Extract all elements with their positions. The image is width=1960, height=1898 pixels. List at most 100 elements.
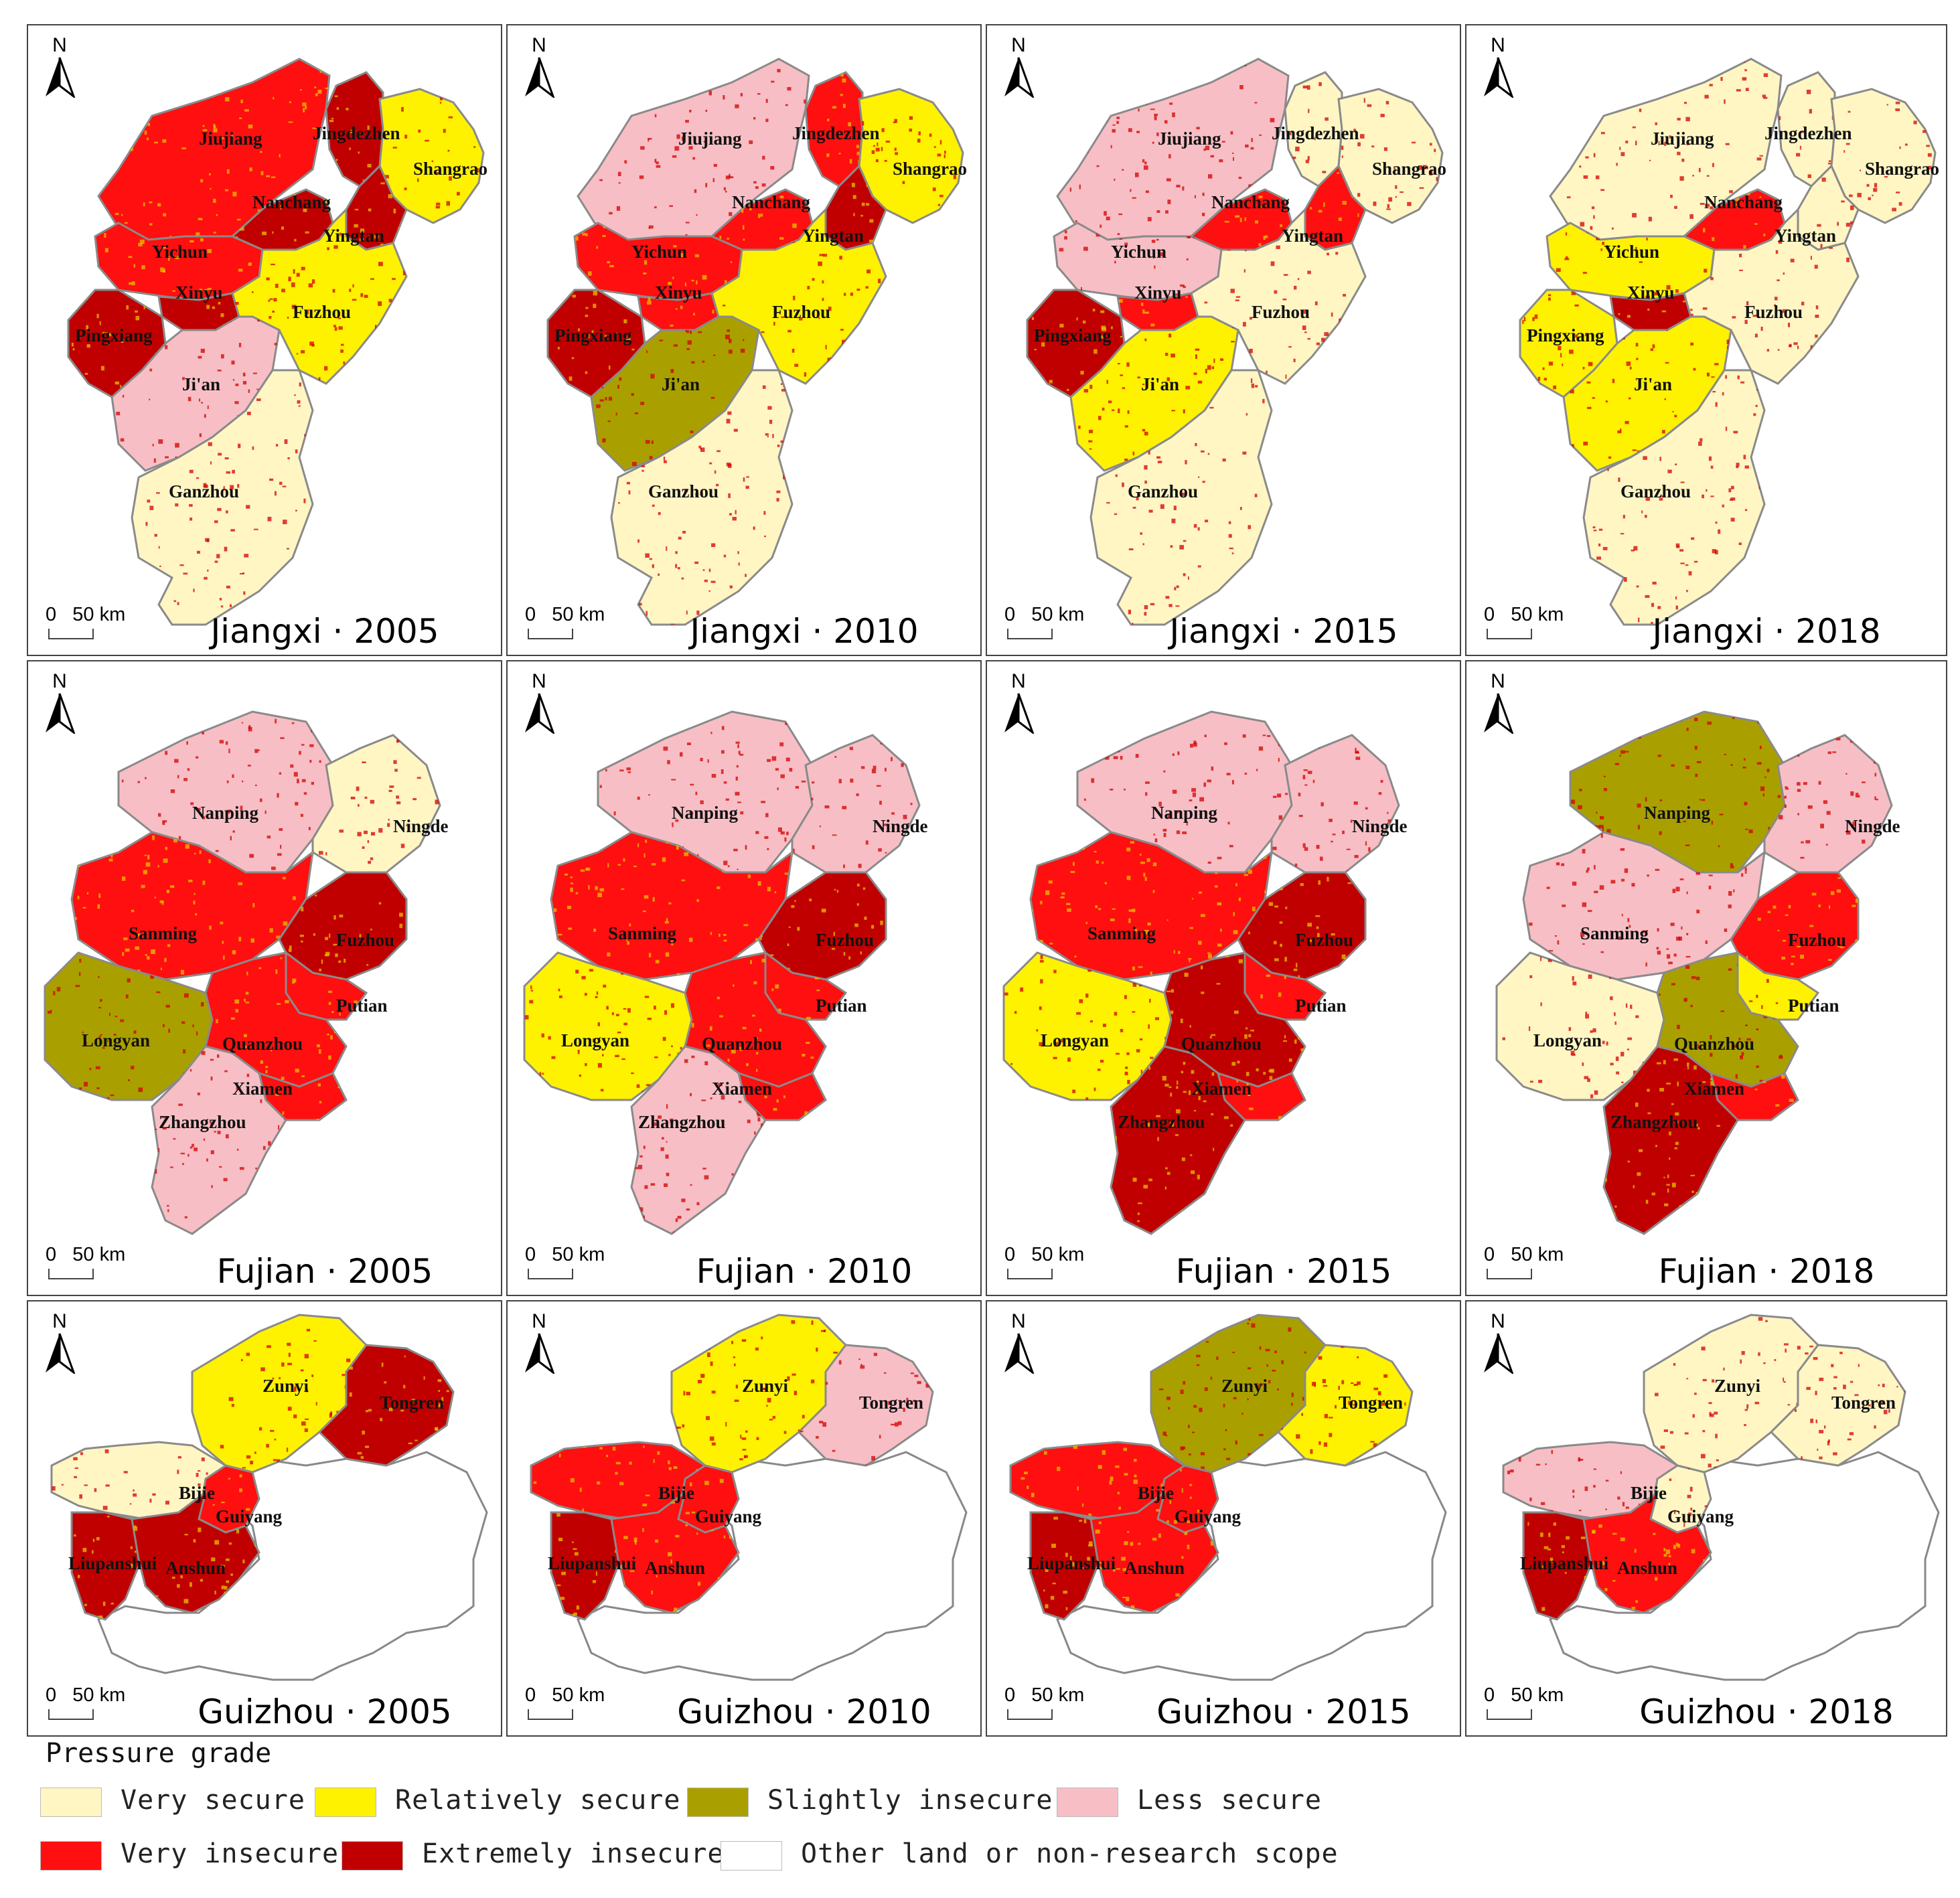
region-ningde	[311, 734, 441, 874]
city-label-putian: Putian	[1788, 996, 1839, 1016]
north-arrow-icon	[46, 1333, 76, 1376]
city-label-quanzhou: Quanzhou	[222, 1034, 303, 1054]
city-label-guiyang: Guiyang	[1175, 1506, 1241, 1526]
north-arrow: N	[522, 35, 556, 101]
province-map: Nanping Ningde Sanming Fuzhou Putian Longyan Q…	[44, 710, 449, 1235]
panel-title-text: Jiangxi · 2015	[1169, 612, 1398, 651]
scale-bar: 0 50 km	[1004, 604, 1084, 639]
city-label-jiujiang: Jiujiang	[678, 129, 742, 149]
city-label-xinyu: Xinyu	[1627, 283, 1675, 303]
city-label-putian: Putian	[1295, 996, 1347, 1016]
north-arrow-icon	[1484, 693, 1515, 736]
map-panel-fujian-2005: Nanping Ningde Sanming Fuzhou Putian Longyan Q…	[27, 660, 502, 1296]
region-ningde	[791, 734, 921, 874]
scale-bar: 0 50 km	[1484, 1244, 1564, 1279]
region-liupanshui	[550, 1511, 626, 1621]
panel-title: Fujian · 2015	[987, 1252, 1460, 1291]
panel-title-text: Guizhou · 2010	[677, 1692, 931, 1731]
legend-swatch	[687, 1788, 749, 1817]
region-fuzhou	[1730, 871, 1860, 981]
city-label-longyan: Longyan	[561, 1030, 629, 1050]
city-label-jian: Ji'an	[182, 374, 220, 394]
city-label-zunyi: Zunyi	[262, 1376, 309, 1396]
scale-bar: 0 50 km	[1004, 1684, 1084, 1720]
region-fuzhou	[757, 871, 887, 981]
north-arrow: N	[522, 1311, 556, 1377]
north-label: N	[532, 670, 546, 692]
scale-bar-line	[1007, 1709, 1053, 1720]
city-label-jingdezhen: Jingdezhen	[1272, 123, 1359, 143]
north-arrow: N	[1002, 35, 1035, 101]
scale-bar: 0 50 km	[46, 604, 125, 639]
city-label-fuzhou: Fuzhou	[1295, 930, 1353, 950]
city-label-xinyu: Xinyu	[1134, 283, 1182, 303]
region-anshun	[610, 1490, 740, 1614]
scale-label: 0 50 km	[46, 1684, 126, 1706]
city-label-liupanshui: Liupanshui	[68, 1553, 157, 1573]
region-ningde	[1763, 734, 1893, 874]
region-ganzhou	[1089, 369, 1273, 626]
city-label-ganzhou: Ganzhou	[648, 481, 719, 501]
panel-title-text: Fujian · 2015	[1175, 1252, 1392, 1291]
region-anshun	[1089, 1490, 1219, 1614]
north-label: N	[1491, 670, 1505, 692]
region-anshun	[1582, 1490, 1712, 1614]
scale-bar-line	[1487, 629, 1532, 639]
legend-swatch	[342, 1841, 403, 1871]
north-arrow: N	[1002, 1311, 1035, 1377]
city-label-fuzhou: Fuzhou	[772, 302, 830, 322]
panel-title: Guizhou · 2018	[1466, 1692, 1946, 1731]
city-label-zunyi: Zunyi	[742, 1376, 789, 1396]
region-texture	[557, 291, 645, 397]
north-arrow-icon	[1004, 693, 1035, 736]
city-label-xinyu: Xinyu	[655, 283, 702, 303]
city-label-yingtan: Yingtan	[1775, 226, 1836, 246]
city-label-pingxiang: Pingxiang	[1034, 325, 1112, 345]
scale-bar-line	[1007, 629, 1053, 639]
panel-title-text: Fujian · 2005	[216, 1252, 433, 1291]
north-arrow: N	[43, 35, 76, 101]
panel-title: Guizhou · 2015	[987, 1692, 1460, 1731]
scale-label: 0 50 km	[1484, 1244, 1564, 1265]
city-label-nanping: Nanping	[1644, 803, 1711, 823]
panel-title-text: Fujian · 2018	[1658, 1252, 1875, 1291]
city-label-shangrao: Shangrao	[413, 159, 487, 179]
city-label-quanzhou: Quanzhou	[702, 1034, 782, 1054]
city-label-guiyang: Guiyang	[695, 1506, 762, 1526]
region-liupanshui	[1522, 1511, 1598, 1621]
scale-label: 0 50 km	[525, 1244, 605, 1265]
panel-title: Fujian · 2018	[1466, 1252, 1946, 1291]
city-label-shangrao: Shangrao	[1865, 159, 1939, 179]
north-arrow: N	[1481, 35, 1515, 101]
city-label-ganzhou: Ganzhou	[1128, 481, 1198, 501]
province-map: Nanping Ningde Sanming Fuzhou Putian Longyan Q…	[523, 710, 928, 1235]
province-map: Jiujiang Jingdezhen Shangrao Nanchang Yingta…	[546, 58, 967, 626]
map-panel-jiangxi-2010: Jiujiang Jingdezhen Shangrao Nanchang Yingta…	[506, 24, 982, 656]
north-arrow: N	[1002, 671, 1035, 737]
city-label-sanming: Sanming	[129, 923, 198, 943]
scale-label: 0 50 km	[525, 604, 605, 625]
region-zhangzhou	[151, 1045, 287, 1235]
north-arrow-icon	[1004, 57, 1035, 100]
city-label-longyan: Longyan	[1041, 1030, 1109, 1050]
city-label-fuzhou: Fuzhou	[1744, 302, 1803, 322]
region-other-land	[1549, 1451, 1940, 1681]
map-panel-fujian-2015: Nanping Ningde Sanming Fuzhou Putian Longyan Q…	[986, 660, 1461, 1296]
province-map: Nanping Ningde Sanming Fuzhou Putian Longyan Q…	[1495, 710, 1900, 1235]
north-arrow: N	[43, 1311, 76, 1377]
panel-title-text: Jiangxi · 2010	[690, 612, 919, 651]
city-label-fuzhou: Fuzhou	[336, 930, 394, 950]
region-ganzhou	[1582, 369, 1766, 626]
scale-bar-line	[528, 1269, 573, 1279]
scale-bar: 0 50 km	[1484, 1684, 1564, 1720]
city-label-fuzhou: Fuzhou	[816, 930, 874, 950]
map-panel-jiangxi-2005: Jiujiang Jingdezhen Shangrao Nanchang Yingta…	[27, 24, 502, 656]
map-panel-guizhou-2005: Zunyi Tongren Bijie Guiyang Liupanshui Anshun…	[27, 1300, 502, 1737]
city-label-zunyi: Zunyi	[1714, 1376, 1761, 1396]
city-label-yichun: Yichun	[152, 242, 208, 262]
city-label-yingtan: Yingtan	[1282, 226, 1343, 246]
city-label-zhangzhou: Zhangzhou	[159, 1112, 246, 1132]
city-label-bijie: Bijie	[658, 1483, 694, 1503]
